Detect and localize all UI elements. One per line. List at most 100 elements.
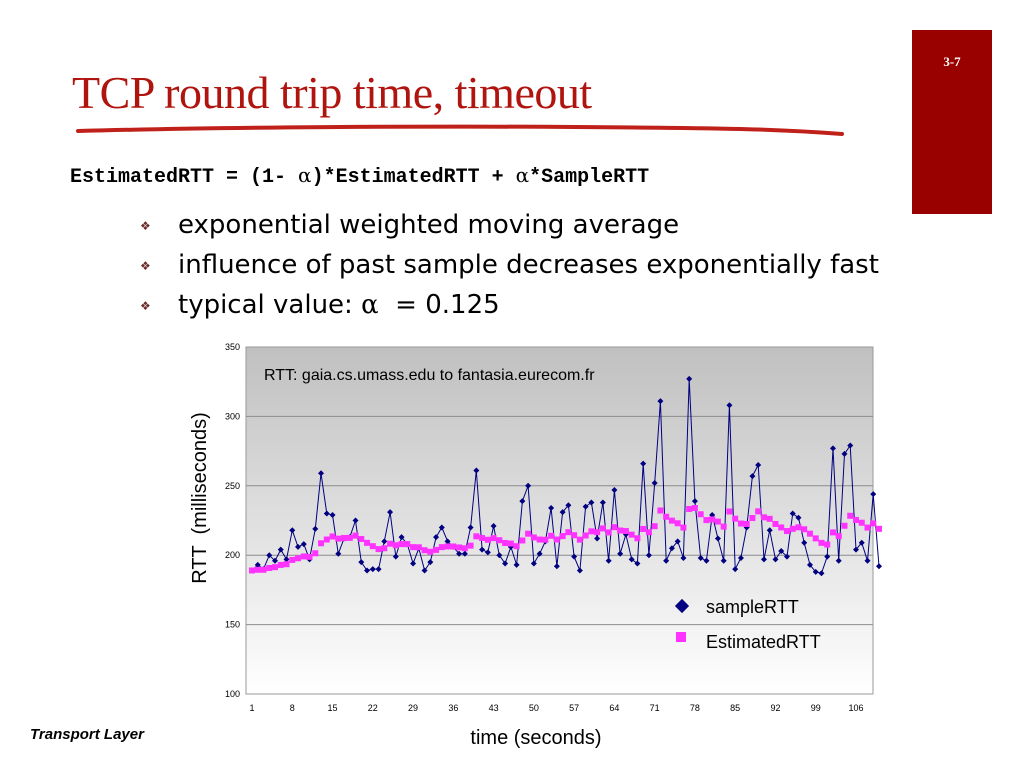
sample-rtt-point xyxy=(427,559,434,566)
sample-rtt-point xyxy=(433,534,440,541)
estimated-rtt-point xyxy=(732,515,739,522)
sample-rtt-point xyxy=(300,541,307,548)
sample-rtt-point xyxy=(824,553,831,560)
estimated-rtt-point xyxy=(720,523,727,530)
sample-rtt-point xyxy=(536,550,543,557)
sample-rtt-point xyxy=(651,480,658,487)
sample-rtt-point xyxy=(766,527,773,534)
estimated-rtt-point xyxy=(841,522,848,529)
formula-part-1: EstimatedRTT = (1- xyxy=(70,166,299,189)
estimated-rtt-point xyxy=(835,533,842,540)
estimated-rtt-point xyxy=(525,530,532,537)
estimated-rtt-point xyxy=(295,555,302,562)
sample-rtt-point xyxy=(749,473,756,480)
sample-rtt-point xyxy=(496,552,503,559)
sample-rtt-point xyxy=(318,470,325,477)
estimated-rtt-point xyxy=(404,541,411,548)
sample-rtt-point xyxy=(617,550,624,557)
estimated-rtt-point xyxy=(530,534,537,541)
estimated-rtt-point xyxy=(772,520,779,527)
y-tick-label: 250 xyxy=(225,481,240,491)
estimated-rtt-point xyxy=(628,531,635,538)
estimated-rtt-point xyxy=(272,564,279,571)
sample-rtt-point xyxy=(456,550,463,557)
estimated-rtt-point xyxy=(594,529,601,536)
bullet-item: ❖ exponential weighted moving average xyxy=(140,205,879,245)
sample-rtt-point xyxy=(364,567,371,574)
sample-rtt-point xyxy=(329,511,336,518)
sample-rtt-point xyxy=(571,553,578,560)
y-tick-label: 300 xyxy=(225,411,240,421)
estimated-rtt-point xyxy=(461,545,468,552)
sample-rtt-point xyxy=(760,556,767,563)
sample-rtt-point xyxy=(870,491,877,498)
estimated-rtt-point xyxy=(663,513,670,520)
sample-rtt-point xyxy=(387,509,394,516)
formula-part-3: *SampleRTT xyxy=(529,166,650,189)
sample-rtt-point xyxy=(576,567,583,574)
bullet-value: = 0.125 xyxy=(378,290,500,320)
estimated-rtt-point xyxy=(467,542,474,549)
estimated-rtt-point xyxy=(392,542,399,549)
estimated-rtt-point xyxy=(645,529,652,536)
y-axis-label: RTT (milliseconds) xyxy=(189,412,211,584)
x-tick-label: 71 xyxy=(650,703,660,713)
sample-rtt-point xyxy=(697,554,704,561)
sample-rtt-point xyxy=(847,442,854,449)
legend-label-sample: sampleRTT xyxy=(706,597,799,617)
estimated-rtt-point xyxy=(548,532,555,539)
sample-rtt-point xyxy=(680,554,687,561)
estimated-rtt-point xyxy=(709,516,716,523)
estimated-rtt-point xyxy=(387,540,394,547)
estimated-rtt-point xyxy=(415,544,422,551)
sample-rtt-point xyxy=(691,498,698,505)
sample-rtt-point xyxy=(605,557,612,564)
x-axis-label: time (seconds) xyxy=(470,727,601,749)
estimated-rtt-point xyxy=(674,520,681,527)
estimated-rtt-point xyxy=(686,505,693,512)
estimated-rtt-point xyxy=(456,544,463,551)
sample-rtt-point xyxy=(772,556,779,563)
sample-rtt-point xyxy=(594,535,601,542)
estimated-rtt-point xyxy=(565,529,572,536)
estimated-rtt-point xyxy=(755,508,762,515)
sample-rtt-point xyxy=(674,538,681,545)
estimated-rtt-point xyxy=(358,535,365,542)
estimated-rtt-point xyxy=(341,534,348,541)
estimated-rtt-point xyxy=(824,541,831,548)
x-tick-label: 106 xyxy=(848,703,863,713)
x-tick-label: 99 xyxy=(811,703,821,713)
sample-rtt-point xyxy=(444,538,451,545)
estimated-rtt-point xyxy=(749,515,756,522)
sample-rtt-point xyxy=(640,460,647,467)
bullet-item: ❖ typical value: α = 0.125 xyxy=(140,285,879,325)
estimated-rtt-point xyxy=(444,543,451,550)
estimated-rtt-point xyxy=(410,544,417,551)
estimated-rtt-point xyxy=(812,535,819,542)
sample-rtt-point xyxy=(352,517,359,524)
estimated-rtt-point xyxy=(542,536,549,543)
estimated-rtt-point xyxy=(576,536,583,543)
sample-rtt-point xyxy=(582,503,589,510)
diamond-flower-icon: ❖ xyxy=(140,258,151,273)
estimated-rtt-point xyxy=(479,534,486,541)
estimated-rtt-point xyxy=(806,530,813,537)
grid-lines xyxy=(246,415,873,626)
x-tick-label: 64 xyxy=(609,703,619,713)
estimated-rtt-point xyxy=(599,525,606,532)
sample-rtt-point xyxy=(876,563,882,570)
estimated-rtt-point xyxy=(864,524,871,531)
estimated-rtt-point xyxy=(801,526,808,533)
y-tick-label: 100 xyxy=(225,689,240,699)
estimated-rtt-point xyxy=(691,505,698,512)
sample-rtt-point xyxy=(398,534,405,541)
sample-rtt-point xyxy=(703,557,710,564)
sample-rtt-point xyxy=(841,450,848,457)
sample-rtt-point xyxy=(818,570,825,577)
page-number: 3-7 xyxy=(943,54,961,69)
estimated-rtt-point xyxy=(640,525,647,532)
sample-rtt-point xyxy=(657,398,664,405)
sample-rtt-point xyxy=(645,552,652,559)
estimated-rtt-point xyxy=(714,518,721,525)
